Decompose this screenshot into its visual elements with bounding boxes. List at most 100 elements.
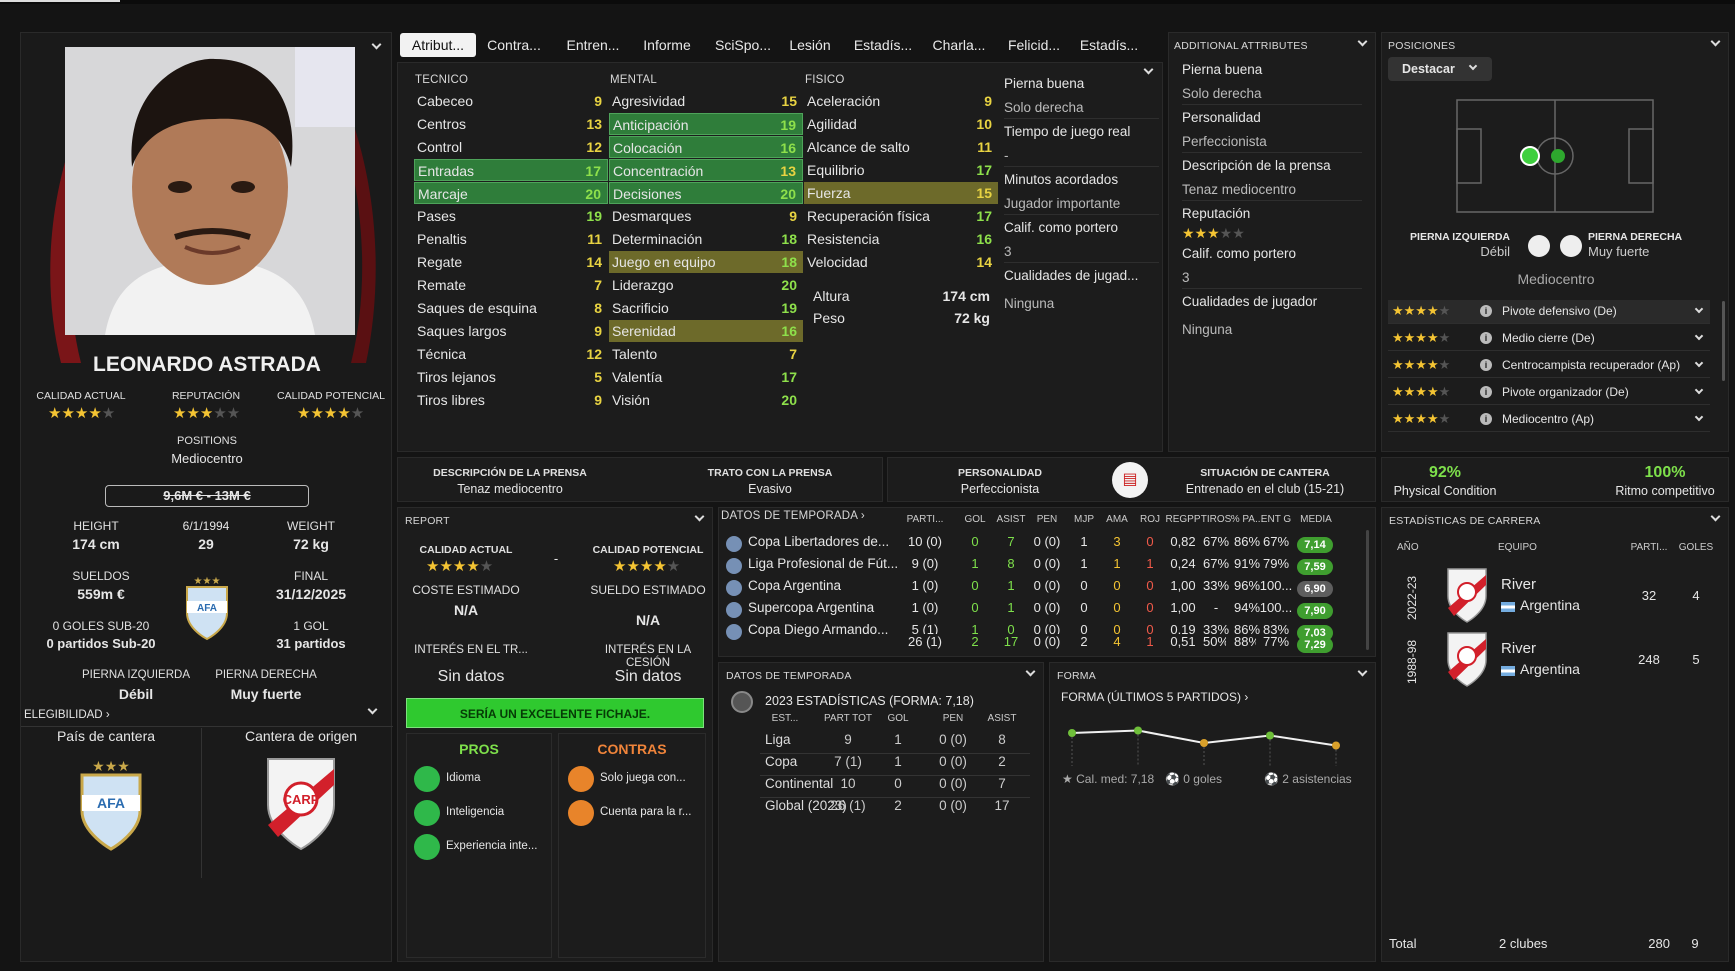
mental-row[interactable]: Decisiones 20: [609, 182, 803, 204]
mental-row[interactable]: Determinación 18: [609, 228, 803, 250]
mental-row[interactable]: Valentía 17: [609, 366, 803, 388]
mental-row[interactable]: Agresividad 15: [609, 90, 803, 112]
attributes-menu-chevron-icon[interactable]: [1143, 64, 1154, 75]
info-icon[interactable]: i: [1480, 386, 1492, 398]
fisico-row[interactable]: Velocidad 14: [804, 251, 998, 273]
season2-col-header[interactable]: ASIST: [987, 713, 1017, 724]
career-col-header[interactable]: PARTI...: [1630, 542, 1668, 553]
mental-row[interactable]: Concentración 13: [609, 159, 803, 181]
forma-point[interactable]: [1134, 726, 1142, 735]
role-chevron-icon[interactable]: [1694, 412, 1704, 422]
tab-1[interactable]: Atribut...: [400, 33, 476, 57]
role-row[interactable]: ★★★★★ i Pivote defensivo (De): [1388, 300, 1710, 324]
tecnico-row[interactable]: Tiros libres 9: [414, 389, 608, 411]
info-icon[interactable]: i: [1480, 413, 1492, 425]
forma-chevron-icon[interactable]: [1357, 666, 1368, 677]
tab-4[interactable]: Informe: [643, 37, 691, 53]
tecnico-row[interactable]: Tiros lejanos 5: [414, 366, 608, 388]
mental-row[interactable]: Visión 20: [609, 389, 803, 411]
forma-point[interactable]: [1266, 731, 1274, 740]
tab-2[interactable]: Contra...: [487, 37, 541, 53]
role-row[interactable]: ★★★★★ i Medio cierre (De): [1388, 327, 1710, 351]
career-col-header[interactable]: EQUIPO: [1498, 542, 1537, 553]
career-col-header[interactable]: AÑO: [1397, 542, 1419, 553]
competition-name[interactable]: Supercopa Argentina: [748, 600, 875, 615]
tecnico-row[interactable]: Remate 7: [414, 274, 608, 296]
posiciones-chevron-icon[interactable]: [1710, 36, 1721, 47]
fisico-row[interactable]: Resistencia 16: [804, 228, 998, 250]
elegibilidad-header[interactable]: ELEGIBILIDAD ›: [24, 709, 110, 721]
tecnico-row[interactable]: Pases 19: [414, 205, 608, 227]
season-scrollbar[interactable]: [1366, 530, 1369, 650]
tecnico-row[interactable]: Penaltis 11: [414, 228, 608, 250]
tab-9[interactable]: Felicid...: [1007, 37, 1061, 53]
roles-scrollbar[interactable]: [1722, 301, 1725, 381]
forma-point[interactable]: [1200, 739, 1208, 747]
elegibilidad-chevron-icon[interactable]: [367, 704, 378, 715]
competition-name[interactable]: Copa Diego Armando...: [748, 622, 889, 637]
season-summary-chevron-icon[interactable]: [1025, 666, 1036, 677]
forma-point[interactable]: [1332, 741, 1340, 750]
tecnico-row[interactable]: Saques de esquina 8: [414, 297, 608, 319]
season-stats-title[interactable]: DATOS DE TEMPORADA ›: [721, 510, 865, 522]
tecnico-row[interactable]: Saques largos 9: [414, 320, 608, 342]
mental-row[interactable]: Sacrificio 19: [609, 297, 803, 319]
tecnico-row[interactable]: Entradas 17: [414, 159, 608, 181]
fisico-row[interactable]: Aceleración 9: [804, 90, 998, 112]
season-col-header[interactable]: % PA...: [1230, 514, 1264, 525]
additional-attributes-chevron-icon[interactable]: [1357, 36, 1368, 47]
career-team[interactable]: River: [1501, 576, 1537, 593]
role-row[interactable]: ★★★★★ i Pivote organizador (De): [1388, 381, 1710, 405]
career-chevron-icon[interactable]: [1710, 511, 1721, 522]
competition-name[interactable]: Copa Argentina: [748, 578, 842, 593]
fisico-row[interactable]: Fuerza 15: [804, 182, 998, 204]
mental-row[interactable]: Colocación 16: [609, 136, 803, 158]
tecnico-row[interactable]: Marcaje 20: [414, 182, 608, 204]
mental-row[interactable]: Juego en equipo 18: [609, 251, 803, 273]
season-col-header[interactable]: PEN: [1036, 514, 1058, 525]
tab-5[interactable]: SciSpo...: [714, 37, 772, 53]
tecnico-row[interactable]: Centros 13: [414, 113, 608, 135]
season-col-header[interactable]: MEDIA: [1300, 514, 1332, 525]
competition-name[interactable]: Copa Libertadores de...: [748, 534, 890, 549]
season2-col-header[interactable]: PEN: [942, 713, 964, 724]
tab-10[interactable]: Estadís...: [1079, 37, 1139, 53]
role-chevron-icon[interactable]: [1694, 385, 1704, 395]
season-col-header[interactable]: ENT G: [1260, 514, 1292, 525]
season-col-header[interactable]: ASIST: [996, 514, 1026, 525]
season2-col-header[interactable]: PART TOT: [824, 713, 872, 724]
fisico-row[interactable]: Agilidad 10: [804, 113, 998, 135]
info-icon[interactable]: i: [1480, 359, 1492, 371]
season2-col-header[interactable]: GOL: [887, 713, 909, 724]
role-chevron-icon[interactable]: [1694, 358, 1704, 368]
season-col-header[interactable]: ROJ: [1140, 514, 1160, 525]
season-col-header[interactable]: REGPP: [1165, 514, 1201, 525]
season-col-header[interactable]: PARTI...: [906, 514, 944, 525]
mental-row[interactable]: Serenidad 16: [609, 320, 803, 342]
tecnico-row[interactable]: Regate 14: [414, 251, 608, 273]
mental-row[interactable]: Talento 7: [609, 343, 803, 365]
competition-name[interactable]: Liga Profesional de Fút...: [748, 556, 898, 571]
tecnico-row[interactable]: Control 12: [414, 136, 608, 158]
tab-8[interactable]: Charla...: [932, 37, 986, 53]
destacar-dropdown[interactable]: Destacar: [1388, 57, 1492, 81]
career-team[interactable]: River: [1501, 640, 1537, 657]
report-chevron-icon[interactable]: [694, 511, 705, 522]
info-icon[interactable]: i: [1480, 332, 1492, 344]
forma-subtitle-link[interactable]: FORMA (ÚLTIMOS 5 PARTIDOS) ›: [1061, 690, 1249, 704]
role-row[interactable]: ★★★★★ i Mediocentro (Ap): [1388, 408, 1710, 432]
season-col-header[interactable]: TIROS: [1200, 514, 1232, 525]
fisico-row[interactable]: Recuperación física 17: [804, 205, 998, 227]
info-icon[interactable]: i: [1480, 305, 1492, 317]
role-row[interactable]: ★★★★★ i Centrocampista recuperador (Ap): [1388, 354, 1710, 378]
role-chevron-icon[interactable]: [1694, 304, 1704, 314]
career-col-header[interactable]: GOLES: [1678, 542, 1714, 553]
tecnico-row[interactable]: Cabeceo 9: [414, 90, 608, 112]
tecnico-row[interactable]: Técnica 12: [414, 343, 608, 365]
mental-row[interactable]: Anticipación 19: [609, 113, 803, 135]
season-col-header[interactable]: AMA: [1106, 514, 1128, 525]
forma-point[interactable]: [1068, 729, 1076, 737]
tab-6[interactable]: Lesión: [789, 37, 831, 53]
mental-row[interactable]: Liderazgo 20: [609, 274, 803, 296]
role-chevron-icon[interactable]: [1694, 331, 1704, 341]
